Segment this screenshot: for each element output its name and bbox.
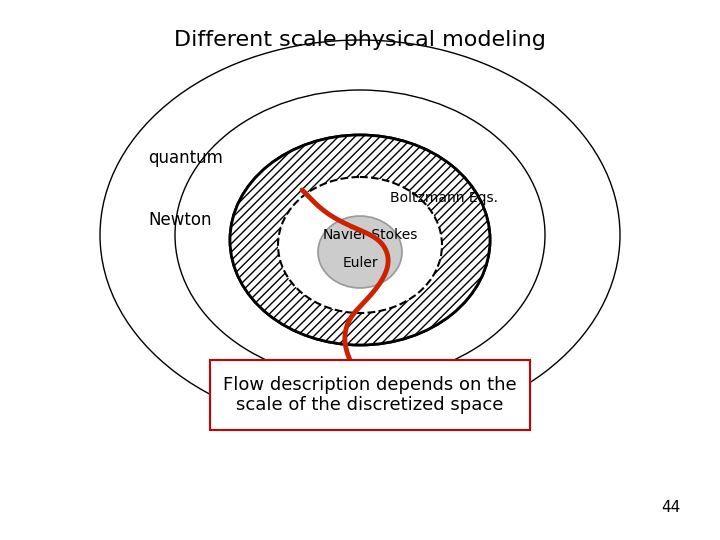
Ellipse shape xyxy=(318,216,402,288)
FancyBboxPatch shape xyxy=(210,360,530,430)
Ellipse shape xyxy=(278,177,442,313)
Text: Euler: Euler xyxy=(342,256,378,270)
Ellipse shape xyxy=(230,135,490,345)
Text: Navier-Stokes: Navier-Stokes xyxy=(323,228,418,242)
Text: Flow description depends on the
scale of the discretized space: Flow description depends on the scale of… xyxy=(223,376,517,414)
Ellipse shape xyxy=(318,216,402,288)
Text: Different scale physical modeling: Different scale physical modeling xyxy=(174,30,546,50)
Text: quantum: quantum xyxy=(148,149,223,167)
Text: Newton: Newton xyxy=(148,211,212,229)
Text: 44: 44 xyxy=(661,500,680,515)
Text: Boltzmann Eqs.: Boltzmann Eqs. xyxy=(390,191,498,205)
